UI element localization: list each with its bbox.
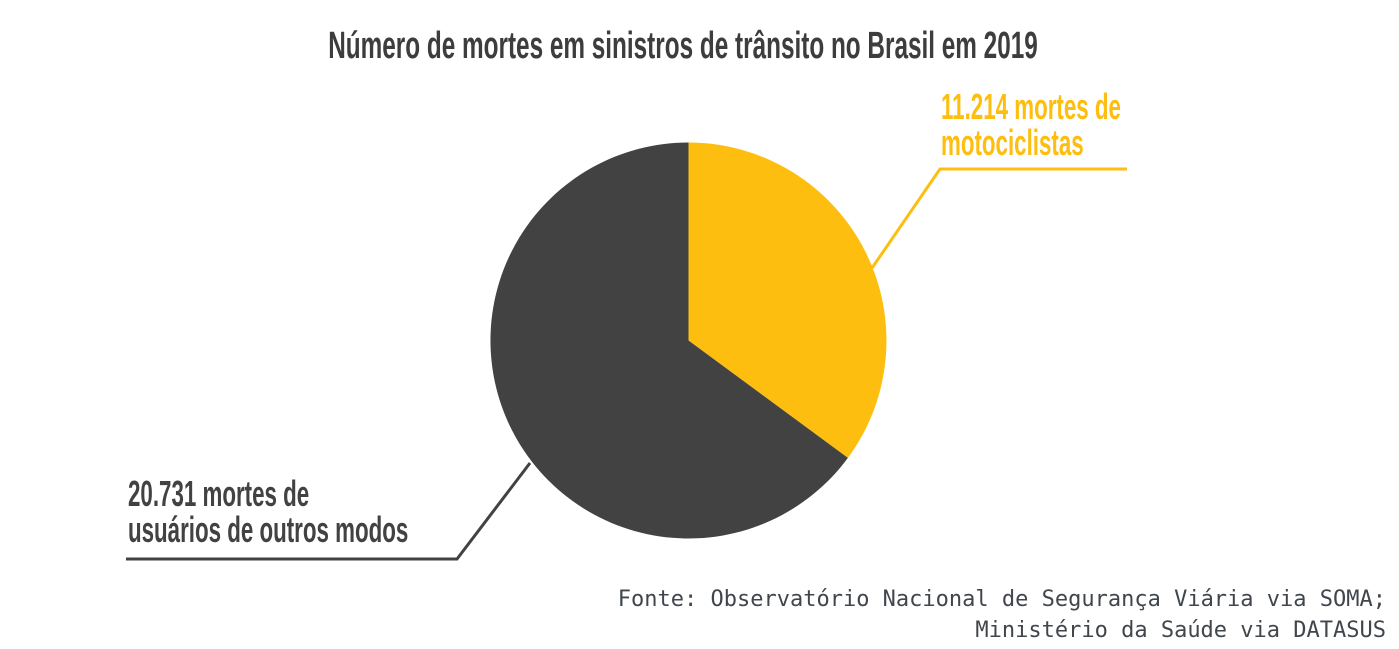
pie-slice-outros-modos — [490, 142, 848, 539]
chart-title: Número de mortes em sinistros de trânsit… — [328, 25, 1038, 67]
source-note: Fonte: Observatório Nacional de Seguranç… — [618, 584, 1386, 646]
pie-slice-motociclistas — [688, 142, 887, 458]
source-note-line1: Fonte: Observatório Nacional de Seguranç… — [617, 587, 1386, 612]
label-motociclistas-line2: motociclistas — [941, 122, 1084, 163]
source-note-line2: Ministério da Saúde via DATASUS — [975, 618, 1386, 643]
label-motociclistas-line1: 11.214 mortes de — [941, 86, 1121, 127]
label-outros-modos-line1: 20.731 mortes de — [128, 473, 310, 514]
label-motociclistas: 11.214 mortes de motociclistas — [941, 89, 1121, 161]
callout-line-outros-modos — [126, 462, 532, 561]
label-outros-modos-line2: usuários de outros modos — [128, 509, 409, 550]
callout-line-motociclistas — [870, 167, 1127, 269]
label-outros-modos: 20.731 mortes de usuários de outros modo… — [128, 476, 408, 548]
